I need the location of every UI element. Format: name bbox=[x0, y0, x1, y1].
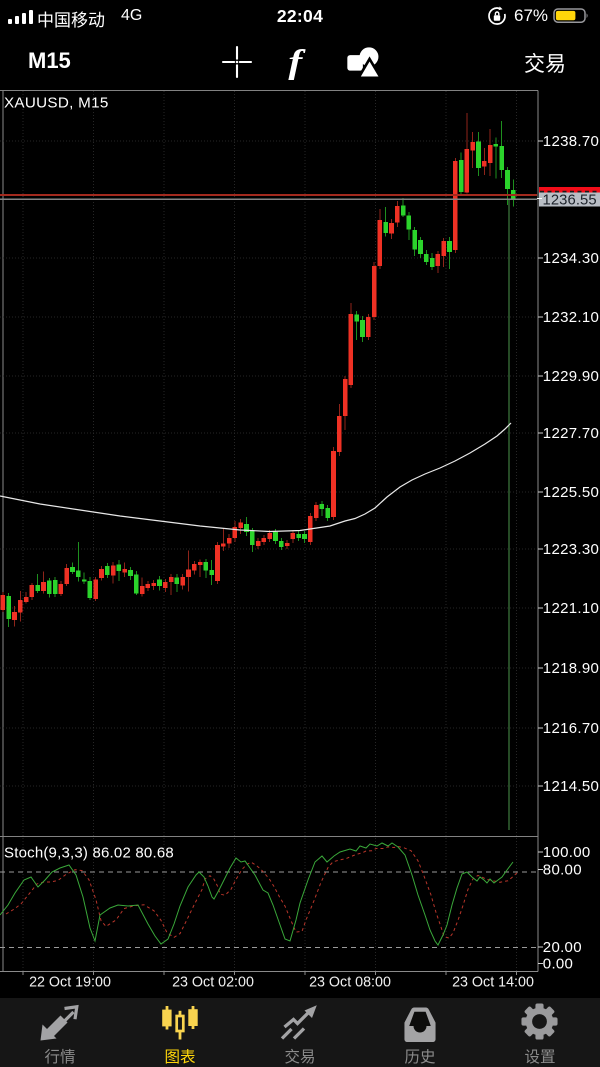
svg-text:1216.70: 1216.70 bbox=[543, 720, 599, 737]
svg-text:80.00: 80.00 bbox=[543, 862, 582, 879]
svg-text:1221.10: 1221.10 bbox=[543, 600, 599, 617]
svg-text:22 Oct 19:00: 22 Oct 19:00 bbox=[29, 975, 111, 991]
svg-text:1223.30: 1223.30 bbox=[543, 541, 599, 558]
svg-text:1225.50: 1225.50 bbox=[543, 484, 599, 501]
svg-text:1229.90: 1229.90 bbox=[543, 368, 599, 385]
svg-text:20.00: 20.00 bbox=[543, 939, 582, 956]
svg-text:1238.70: 1238.70 bbox=[543, 133, 599, 150]
svg-text:Stoch(9,3,3) 86.02 80.68: Stoch(9,3,3) 86.02 80.68 bbox=[4, 845, 174, 862]
svg-text:f: f bbox=[288, 43, 305, 81]
svg-text:1236.55: 1236.55 bbox=[543, 192, 597, 208]
svg-text:1227.70: 1227.70 bbox=[543, 425, 599, 442]
svg-text:0.00: 0.00 bbox=[543, 956, 573, 973]
svg-text:1214.50: 1214.50 bbox=[543, 778, 599, 795]
svg-text:XAUUSD, M15: XAUUSD, M15 bbox=[4, 95, 109, 112]
svg-text:23 Oct 02:00: 23 Oct 02:00 bbox=[172, 975, 254, 991]
svg-text:23 Oct 14:00: 23 Oct 14:00 bbox=[452, 975, 534, 991]
svg-text:100.00: 100.00 bbox=[543, 844, 591, 861]
svg-text:1234.30: 1234.30 bbox=[543, 250, 599, 267]
svg-text:1218.90: 1218.90 bbox=[543, 660, 599, 677]
svg-text:23 Oct 08:00: 23 Oct 08:00 bbox=[309, 975, 391, 991]
svg-text:1232.10: 1232.10 bbox=[543, 309, 599, 326]
